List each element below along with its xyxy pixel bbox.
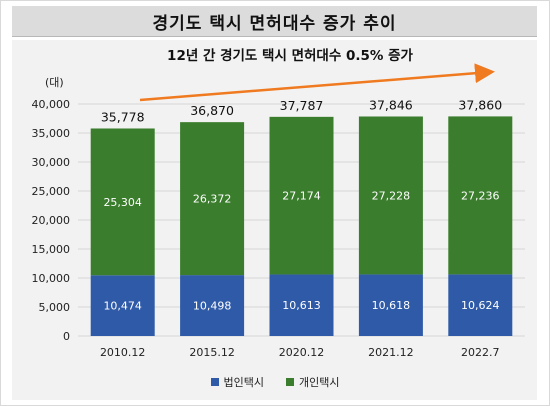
y-tick-label: 15,000 [32, 243, 71, 256]
trend-arrow [139, 63, 495, 102]
bar-corporate [180, 275, 245, 336]
bars [90, 116, 513, 336]
bar-value-label: 10,618 [372, 299, 411, 312]
bar-value-label: 25,304 [103, 196, 142, 209]
bar-individual [90, 128, 155, 276]
bar-value-label: 27,228 [372, 189, 411, 202]
y-tick-label: 35,000 [32, 127, 71, 140]
y-tick-label: 5,000 [39, 301, 71, 314]
bar-individual [358, 116, 423, 275]
bar-total-label: 37,860 [458, 97, 502, 112]
y-tick-label: 25,000 [32, 185, 71, 198]
x-tick-label: 2010.12 [100, 346, 146, 359]
bar-individual [180, 122, 245, 276]
legend-label-individual: 개인택시 [299, 376, 340, 389]
trend-annotation: 12년 간 경기도 택시 면허대수 0.5% 증가 [167, 48, 413, 64]
chart-title: 경기도 택시 면허대수 증가 추이 [12, 6, 537, 37]
legend-swatch-individual [286, 378, 294, 386]
bar-value-label: 10,498 [193, 300, 232, 313]
bar-corporate [90, 275, 155, 336]
x-tick-label: 2021.12 [368, 346, 414, 359]
bar-individual [269, 116, 334, 275]
bar-total-label: 37,846 [369, 97, 413, 112]
y-tick-label: 0 [63, 330, 70, 343]
y-tick-label: 30,000 [32, 156, 71, 169]
y-tick-label: 40,000 [32, 98, 71, 111]
x-tick-label: 2015.12 [189, 346, 235, 359]
bar-individual [448, 116, 513, 275]
bar-total-label: 35,778 [101, 109, 145, 124]
axes: 0 5,000 10,000 15,000 20,000 25,000 30,000 35,0… [32, 98, 500, 359]
bar-value-label: 10,613 [282, 299, 321, 312]
legend-item-individual: 개인택시 [286, 374, 339, 390]
bar-total-label: 37,787 [280, 98, 324, 113]
bar-value-label: 27,174 [282, 190, 321, 203]
legend-label-corporate: 법인택시 [223, 376, 264, 389]
x-tick-label: 2022.7 [461, 346, 500, 359]
bar-total-label: 36,870 [190, 103, 234, 118]
bar-value-label: 26,372 [193, 193, 232, 206]
bar-corporate [269, 274, 334, 336]
y-tick-label: 10,000 [32, 272, 71, 285]
bar-value-label: 27,236 [461, 189, 500, 202]
bar-corporate [448, 274, 513, 336]
legend-swatch-corporate [210, 378, 219, 386]
bar-corporate [358, 274, 423, 336]
bar-value-label: 10,624 [461, 299, 500, 312]
bar-value-label: 10,474 [103, 300, 142, 313]
legend: 법인택시 개인택시 [0, 374, 550, 390]
legend-item-corporate: 법인택시 [210, 374, 264, 390]
x-tick-label: 2020.12 [279, 346, 325, 359]
y-axis-unit: (대) [45, 76, 64, 89]
data-labels: 10,474 25,304 35,778 10,498 26,372 36,870 10,6… [101, 97, 502, 312]
y-tick-label: 20,000 [32, 214, 71, 227]
